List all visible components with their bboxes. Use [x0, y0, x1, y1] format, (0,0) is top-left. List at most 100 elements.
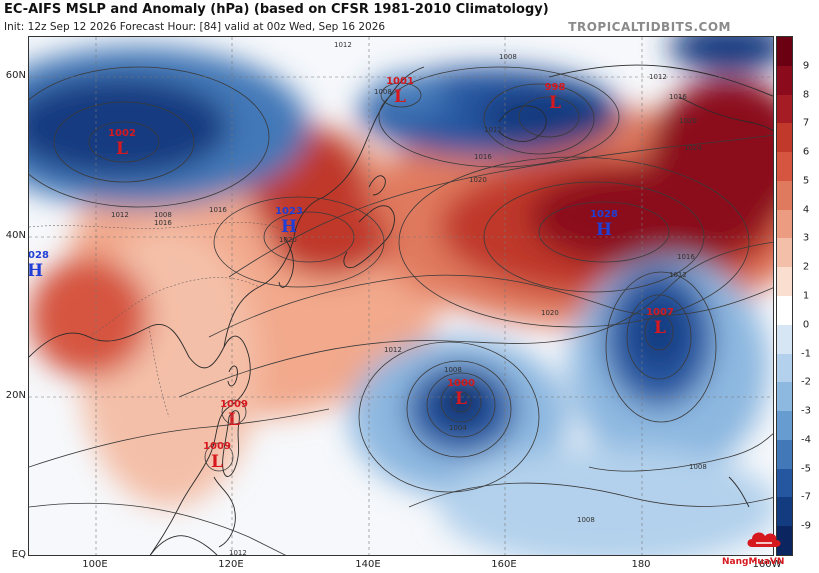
- cloud-icon: [747, 532, 781, 547]
- borders: [29, 222, 295, 418]
- pressure-value: 1009: [220, 399, 248, 410]
- colorbar-segment: [777, 37, 792, 67]
- isobar-label: 1008: [689, 463, 707, 471]
- colorbar-tick-label: 9: [802, 60, 810, 72]
- pressure-letter: L: [394, 87, 406, 107]
- isobar-label: 1008: [154, 211, 172, 219]
- isobar-label: 1012: [229, 549, 247, 556]
- watermark-text: NangMuaVN: [722, 557, 785, 567]
- colorbar-tick-label: 0: [802, 319, 810, 331]
- colorbar-segment: [777, 382, 792, 412]
- lat-label-60n: 60N: [5, 70, 26, 81]
- colorbar-tick-label: -7: [801, 491, 811, 503]
- map-subtitle: Init: 12z Sep 12 2026 Forecast Hour: [84…: [4, 21, 386, 33]
- pressure-value: 1000: [447, 378, 475, 389]
- isobar-label: 1020: [541, 309, 559, 317]
- isobar-label: 1008: [577, 516, 595, 524]
- colorbar-tick-label: -9: [801, 520, 811, 532]
- anomaly-colorbar: [776, 36, 793, 556]
- coastlines: [29, 64, 773, 555]
- colorbar-tick-label: -2: [801, 376, 811, 388]
- lon-label-160w: 160W: [752, 559, 782, 570]
- isobar-label: 1008: [499, 53, 517, 61]
- pressure-value: 1007: [646, 307, 674, 318]
- isobar-label: 1012: [649, 73, 667, 81]
- pressure-value: 1023: [275, 206, 303, 217]
- low-center-luzon: 1009 L: [220, 399, 248, 430]
- title-bar: EC-AIFS MSLP and Anomaly (hPa) (based on…: [0, 0, 819, 38]
- colorbar-segment: [777, 439, 792, 470]
- isobar-label: 1012: [669, 271, 687, 279]
- brand-text: TROPICALTIDBITS.COM: [568, 20, 731, 34]
- isobar-label: 1012: [384, 346, 402, 354]
- lon-label-140e: 140E: [355, 559, 381, 570]
- anomaly-shading: [29, 37, 773, 555]
- colorbar-tick-label: 8: [802, 89, 810, 101]
- pressure-letter: L: [455, 389, 467, 409]
- colorbar-segment: [777, 123, 792, 153]
- isobar-label: 1016: [154, 219, 172, 227]
- low-center-kamchatka: 998 L: [545, 82, 566, 113]
- isobar-label: 1016: [209, 206, 227, 214]
- colorbar-segment: [777, 152, 792, 182]
- pressure-centers: 1002 L 1001 L 998 L 1023 H 1028 H 1028 H: [29, 76, 674, 472]
- colorbar-segment: [777, 94, 792, 124]
- colorbar-segment: [777, 65, 792, 96]
- pressure-letter: H: [281, 217, 297, 237]
- lat-label-40n: 40N: [5, 230, 26, 241]
- colorbar-segment: [777, 411, 792, 441]
- isobar-label: 1004: [449, 424, 467, 432]
- isobar-label: 1012: [334, 41, 352, 49]
- pressure-letter: H: [29, 261, 43, 281]
- isobar-label: 1012: [484, 126, 502, 134]
- isobar-labels: 1012 1008 1012 1016 1012 1020 1016 1024 …: [111, 41, 707, 556]
- low-center-east-pacific: 1007 L: [646, 307, 674, 338]
- isobar-label: 1016: [474, 153, 492, 161]
- colorbar-segment: [777, 468, 792, 498]
- pressure-letter: L: [549, 93, 561, 113]
- pressure-value: 1009: [203, 441, 231, 452]
- isobar-label: 1016: [669, 93, 687, 101]
- lon-label-180: 180: [631, 559, 651, 570]
- high-center-pacific: 1028 H: [590, 209, 618, 240]
- colorbar-tick-label: -5: [801, 463, 811, 475]
- map-title: EC-AIFS MSLP and Anomaly (hPa) (based on…: [4, 2, 549, 17]
- isobar-label: 1020: [679, 117, 697, 125]
- colorbar-segment: [777, 324, 792, 355]
- pressure-value: 1002: [108, 128, 136, 139]
- colorbar-tick-label: 4: [802, 204, 810, 216]
- colorbar-segment: [777, 526, 792, 556]
- colorbar-tick-label: 7: [802, 117, 810, 129]
- pressure-letter: L: [211, 452, 223, 472]
- isobar-label: 1020: [279, 236, 297, 244]
- colorbar-tick-label: 1: [802, 290, 810, 302]
- colorbar-tick-label: 6: [802, 146, 810, 158]
- low-center-philippines: 1009 L: [203, 441, 231, 472]
- colorbar-segment: [777, 209, 792, 239]
- isobar-label: 1008: [444, 366, 462, 374]
- colorbar-segment: [777, 353, 792, 383]
- lat-label-eq: EQ: [11, 549, 26, 560]
- pressure-letter: L: [654, 318, 666, 338]
- lon-label-100e: 100E: [82, 559, 108, 570]
- pressure-letter: L: [228, 410, 240, 430]
- graticule: [29, 37, 773, 555]
- colorbar-tick-label: 5: [802, 175, 810, 187]
- low-center-okhotsk: 1001 L: [386, 76, 414, 107]
- colorbar-segment: [777, 296, 792, 326]
- colorbar-tick-label: -3: [801, 405, 811, 417]
- colorbar-segment: [777, 238, 792, 268]
- pressure-value: 998: [545, 82, 566, 93]
- high-center-korea: 1023 H: [275, 206, 303, 237]
- isobar-label: 1024: [684, 144, 702, 152]
- pressure-letter: H: [596, 220, 612, 240]
- low-center-typhoon: 1000 L: [447, 378, 475, 409]
- pressure-value: 1028: [29, 250, 49, 261]
- low-center-siberia: 1002 L: [108, 128, 136, 159]
- isobar-label: 1008: [374, 88, 392, 96]
- pressure-letter: L: [116, 139, 128, 159]
- colorbar-tick-label: 2: [802, 261, 810, 273]
- watermark-logo: NangMuaVN: [722, 527, 816, 567]
- colorbar-segment: [777, 180, 792, 211]
- pressure-value: 1028: [590, 209, 618, 220]
